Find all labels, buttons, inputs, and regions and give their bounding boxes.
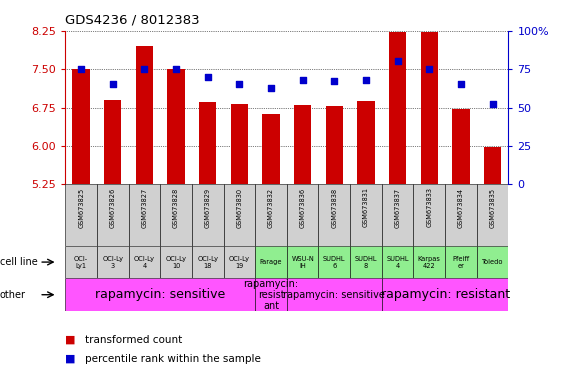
Text: OCI-Ly
3: OCI-Ly 3 — [102, 256, 123, 268]
Bar — [420, 32, 438, 184]
Bar — [136, 46, 153, 184]
Text: Karpas
422: Karpas 422 — [418, 256, 441, 268]
Text: rapamycin: sensitive: rapamycin: sensitive — [95, 288, 225, 301]
Bar — [382, 278, 508, 311]
Bar — [224, 246, 255, 278]
Bar — [255, 246, 287, 278]
Bar — [319, 184, 350, 246]
Point — [361, 77, 370, 83]
Bar — [484, 147, 501, 184]
Bar — [445, 184, 477, 246]
Text: OCI-
Ly1: OCI- Ly1 — [74, 256, 88, 268]
Point — [77, 66, 86, 72]
Text: SUDHL
6: SUDHL 6 — [323, 256, 345, 268]
Text: rapamycin: sensitive: rapamycin: sensitive — [283, 290, 385, 300]
Bar — [255, 278, 287, 311]
Bar — [104, 100, 122, 184]
Text: GSM673838: GSM673838 — [331, 187, 337, 227]
Text: GSM673835: GSM673835 — [490, 187, 495, 227]
Bar — [97, 184, 128, 246]
Text: GSM673837: GSM673837 — [395, 187, 400, 227]
Bar — [389, 32, 406, 184]
Text: GSM673829: GSM673829 — [204, 187, 211, 227]
Text: Toledo: Toledo — [482, 259, 503, 265]
Bar — [224, 184, 255, 246]
Point — [393, 58, 402, 65]
Bar — [382, 184, 414, 246]
Point — [266, 84, 275, 91]
Bar — [65, 278, 255, 311]
Text: SUDHL
8: SUDHL 8 — [354, 256, 377, 268]
Point — [140, 66, 149, 72]
Bar — [128, 246, 160, 278]
Bar — [477, 184, 508, 246]
Bar — [294, 105, 311, 184]
Bar — [382, 246, 414, 278]
Bar — [414, 246, 445, 278]
Bar — [128, 184, 160, 246]
Point — [108, 81, 118, 88]
Point — [298, 77, 307, 83]
Text: GSM673828: GSM673828 — [173, 187, 179, 228]
Bar — [199, 103, 216, 184]
Text: ■: ■ — [65, 335, 76, 345]
Text: GSM673831: GSM673831 — [363, 187, 369, 227]
Text: Farage: Farage — [260, 259, 282, 265]
Bar — [65, 184, 97, 246]
Bar — [73, 69, 90, 184]
Text: WSU-N
IH: WSU-N IH — [291, 256, 314, 268]
Bar — [477, 246, 508, 278]
Bar — [97, 246, 128, 278]
Text: GSM673832: GSM673832 — [268, 187, 274, 227]
Bar — [262, 114, 279, 184]
Text: OCI-Ly
4: OCI-Ly 4 — [134, 256, 155, 268]
Text: rapamycin: resistant: rapamycin: resistant — [381, 288, 509, 301]
Text: percentile rank within the sample: percentile rank within the sample — [85, 354, 261, 364]
Bar — [287, 184, 319, 246]
Bar — [160, 246, 192, 278]
Bar — [350, 246, 382, 278]
Bar — [357, 101, 375, 184]
Point — [330, 78, 339, 84]
Bar — [325, 106, 343, 184]
Bar — [414, 184, 445, 246]
Text: ■: ■ — [65, 354, 76, 364]
Text: OCI-Ly
10: OCI-Ly 10 — [166, 256, 186, 268]
Text: GSM673834: GSM673834 — [458, 187, 464, 227]
Point — [488, 101, 497, 108]
Bar — [192, 246, 224, 278]
Point — [203, 74, 212, 80]
Text: rapamycin:
resist
ant: rapamycin: resist ant — [244, 279, 299, 311]
Text: SUDHL
4: SUDHL 4 — [386, 256, 409, 268]
Text: OCI-Ly
19: OCI-Ly 19 — [229, 256, 250, 268]
Bar — [160, 184, 192, 246]
Point — [456, 81, 465, 88]
Point — [235, 81, 244, 88]
Bar — [287, 278, 382, 311]
Bar — [255, 184, 287, 246]
Text: GSM673833: GSM673833 — [426, 187, 432, 227]
Bar — [192, 184, 224, 246]
Text: OCI-Ly
18: OCI-Ly 18 — [197, 256, 218, 268]
Bar — [319, 246, 350, 278]
Bar — [65, 246, 97, 278]
Bar — [445, 246, 477, 278]
Text: GSM673830: GSM673830 — [236, 187, 243, 227]
Bar — [168, 69, 185, 184]
Text: Pfeiff
er: Pfeiff er — [452, 256, 470, 268]
Bar — [350, 184, 382, 246]
Text: GSM673825: GSM673825 — [78, 187, 84, 228]
Text: cell line: cell line — [0, 257, 37, 267]
Bar — [231, 104, 248, 184]
Text: GSM673826: GSM673826 — [110, 187, 116, 228]
Point — [172, 66, 181, 72]
Text: GSM673827: GSM673827 — [141, 187, 148, 228]
Text: other: other — [0, 290, 26, 300]
Text: transformed count: transformed count — [85, 335, 182, 345]
Text: GDS4236 / 8012383: GDS4236 / 8012383 — [65, 14, 200, 27]
Text: GSM673836: GSM673836 — [300, 187, 306, 227]
Bar — [452, 109, 470, 184]
Point — [425, 66, 434, 72]
Bar — [287, 246, 319, 278]
